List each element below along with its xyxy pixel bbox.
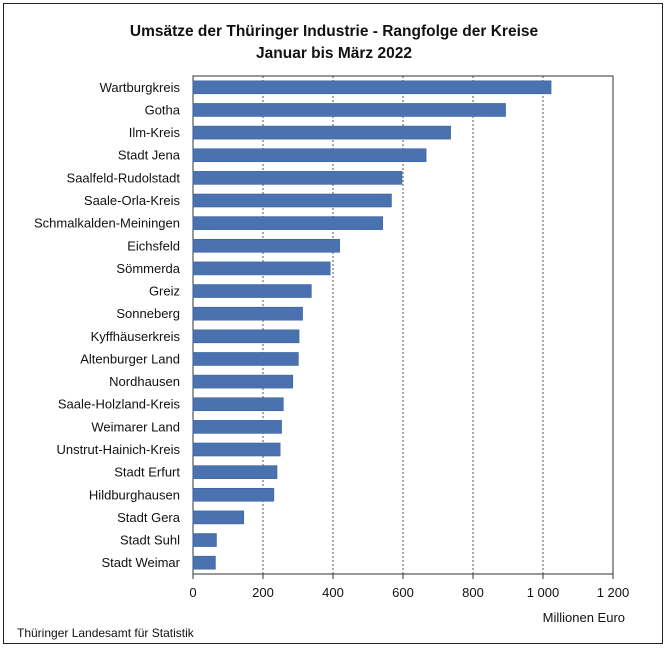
x-tick-label: 800	[462, 585, 484, 600]
bar-schmalkalden-meiningen	[192, 216, 383, 230]
category-label: Saalfeld-Rudolstadt	[67, 170, 181, 185]
category-label: Unstrut-Hainich-Kreis	[56, 442, 180, 457]
bar-stadt-erfurt	[192, 465, 278, 479]
bar-kyffhäuserkreis	[192, 329, 300, 344]
x-tick-label: 600	[392, 585, 414, 600]
category-label: Nordhausen	[109, 374, 180, 389]
category-label: Ilm-Kreis	[129, 125, 181, 140]
bar-gotha	[192, 103, 506, 117]
category-label: Sonneberg	[116, 306, 180, 321]
category-label: Stadt Jena	[118, 148, 181, 163]
bar-stadt-gera	[192, 510, 245, 525]
bar-saale-holzland-kreis	[192, 397, 284, 412]
bar-sonneberg	[192, 306, 303, 321]
category-label: Wartburgkreis	[100, 80, 181, 95]
bar-eichsfeld	[192, 238, 340, 253]
bar-sömmerda	[192, 261, 331, 276]
bar-hildburghausen	[192, 487, 275, 502]
bar-ilm-kreis	[192, 125, 451, 140]
bar-nordhausen	[192, 374, 294, 389]
x-tick-label: 1 200	[597, 585, 630, 600]
category-label: Weimarer Land	[91, 419, 180, 434]
category-label: Greiz	[149, 284, 180, 299]
x-tick-label: 200	[252, 585, 274, 600]
x-tick-label: 400	[322, 585, 344, 600]
category-label: Stadt Weimar	[101, 555, 180, 570]
category-label: Saale-Orla-Kreis	[84, 193, 181, 208]
chart-title: Umsätze der Thüringer Industrie - Rangfo…	[129, 23, 539, 40]
category-label: Gotha	[145, 102, 181, 117]
x-axis-label: Millionen Euro	[543, 610, 625, 625]
bar-stadt-suhl	[192, 533, 217, 547]
bar-greiz	[192, 284, 312, 298]
bar-stadt-weimar	[192, 555, 216, 570]
bar-unstrut-hainich-kreis	[192, 442, 281, 457]
category-label: Stadt Suhl	[120, 533, 180, 548]
chart-frame	[3, 3, 663, 644]
category-label: Sömmerda	[116, 261, 180, 276]
bar-altenburger-land	[192, 352, 299, 366]
category-label: Stadt Erfurt	[114, 465, 180, 480]
category-label: Hildburghausen	[89, 487, 180, 502]
bar-wartburgkreis	[192, 80, 552, 95]
bar-saale-orla-kreis	[192, 193, 392, 208]
x-tick-label: 0	[189, 585, 196, 600]
bar-saalfeld-rudolstadt	[192, 171, 403, 185]
category-label: Kyffhäuserkreis	[91, 329, 181, 344]
category-label: Altenburger Land	[80, 351, 180, 366]
chart-subtitle: Januar bis März 2022	[256, 45, 412, 62]
x-tick-label: 1 000	[527, 585, 560, 600]
category-label: Schmalkalden-Meiningen	[34, 216, 180, 231]
category-label: Eichsfeld	[127, 238, 180, 253]
category-label: Saale-Holzland-Kreis	[58, 397, 181, 412]
category-label: Stadt Gera	[117, 510, 181, 525]
source-note: Thüringer Landesamt für Statistik	[17, 626, 194, 640]
bar-weimarer-land	[192, 420, 282, 434]
bar-stadt-jena	[192, 148, 427, 163]
